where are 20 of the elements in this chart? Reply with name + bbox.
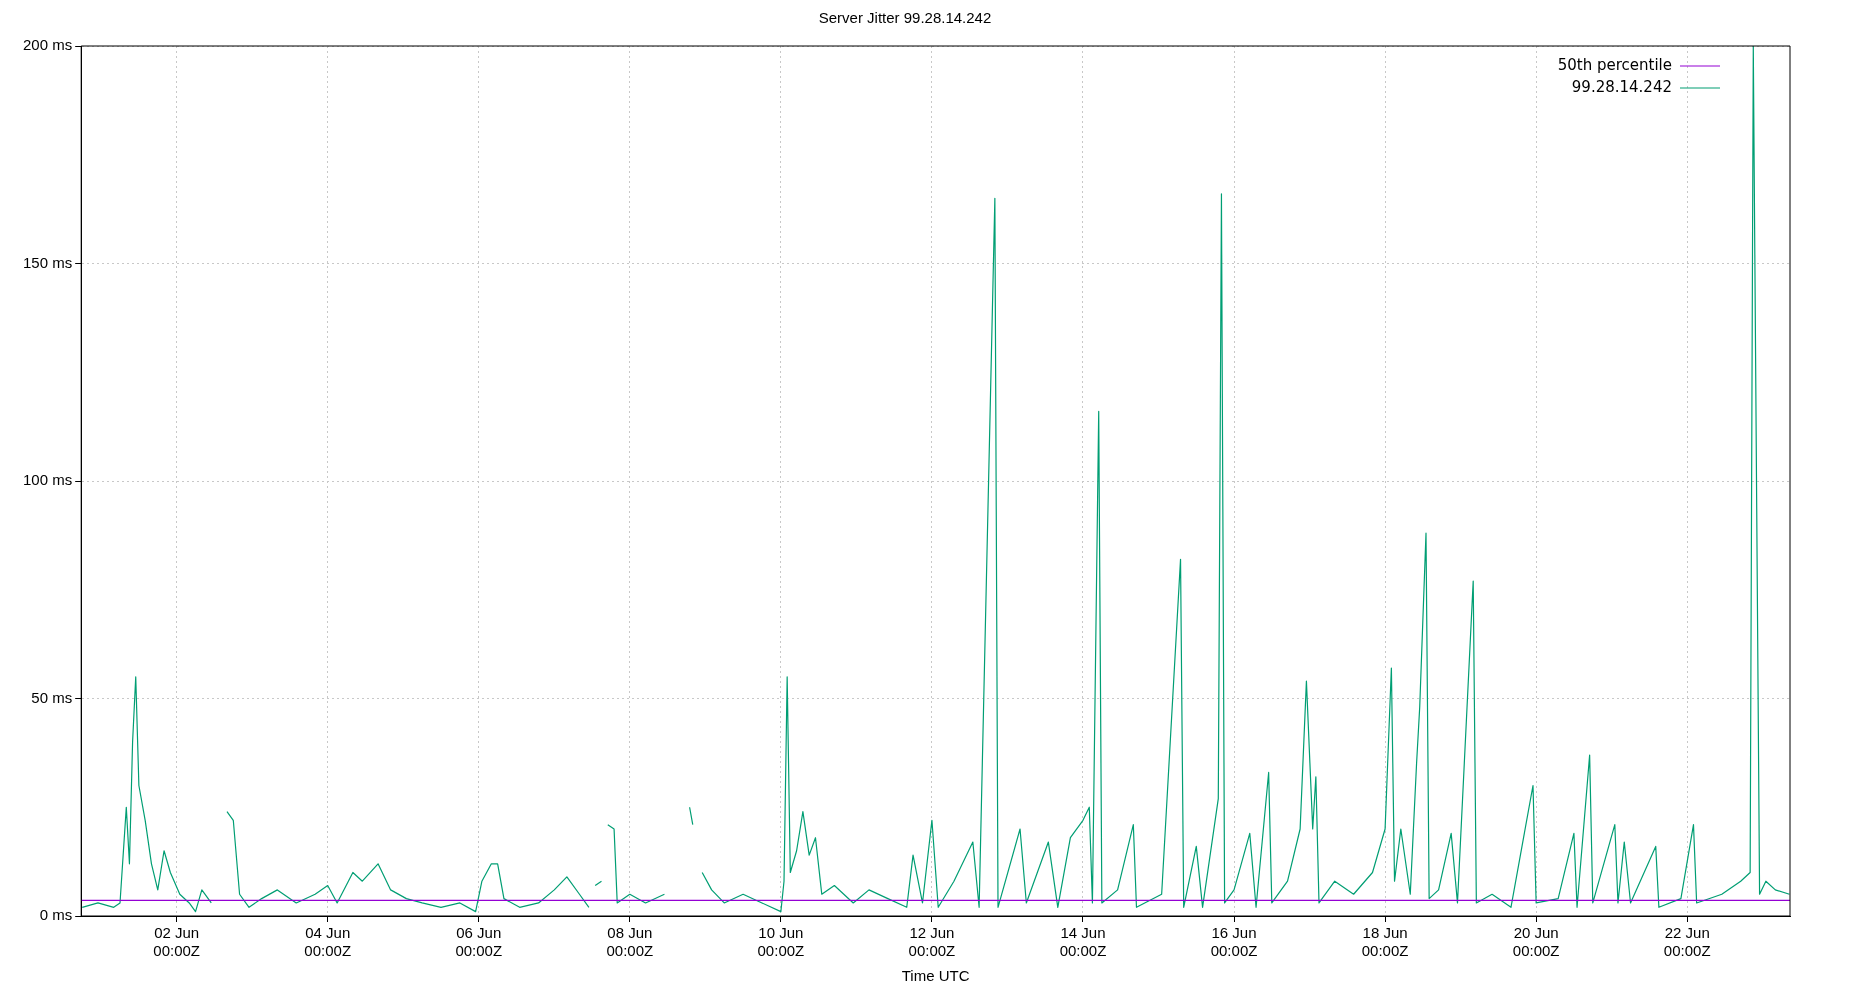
x-tick-label: 08 Jun 00:00Z [606, 924, 654, 960]
chart-title: Server Jitter 99.28.14.242 [818, 9, 992, 27]
x-tick-label: 12 Jun 00:00Z [908, 924, 956, 960]
y-tick-label: 200 ms [22, 36, 73, 54]
x-axis-title: Time UTC [901, 967, 970, 985]
x-tick-label: 04 Jun 00:00Z [304, 924, 352, 960]
y-tick-label: 50 ms [31, 688, 73, 706]
y-tick-label: 0 ms [39, 906, 73, 924]
x-tick-label: 22 Jun 00:00Z [1663, 924, 1711, 960]
x-tick-label: 14 Jun 00:00Z [1059, 924, 1107, 960]
x-tick-label: 20 Jun 00:00Z [1512, 924, 1560, 960]
legend-label: 50th percentile [1557, 55, 1672, 74]
x-tick-label: 02 Jun 00:00Z [153, 924, 200, 960]
x-tick-label: 06 Jun 00:00Z [455, 924, 503, 960]
x-tick-label: 16 Jun 00:00Z [1210, 924, 1258, 960]
y-tick-label: 100 ms [22, 471, 73, 489]
legend-label: 99.28.14.242 [1571, 77, 1672, 96]
x-tick-label: 10 Jun 00:00Z [757, 924, 805, 960]
y-tick-label: 150 ms [22, 253, 73, 271]
x-tick-label: 18 Jun 00:00Z [1361, 924, 1409, 960]
